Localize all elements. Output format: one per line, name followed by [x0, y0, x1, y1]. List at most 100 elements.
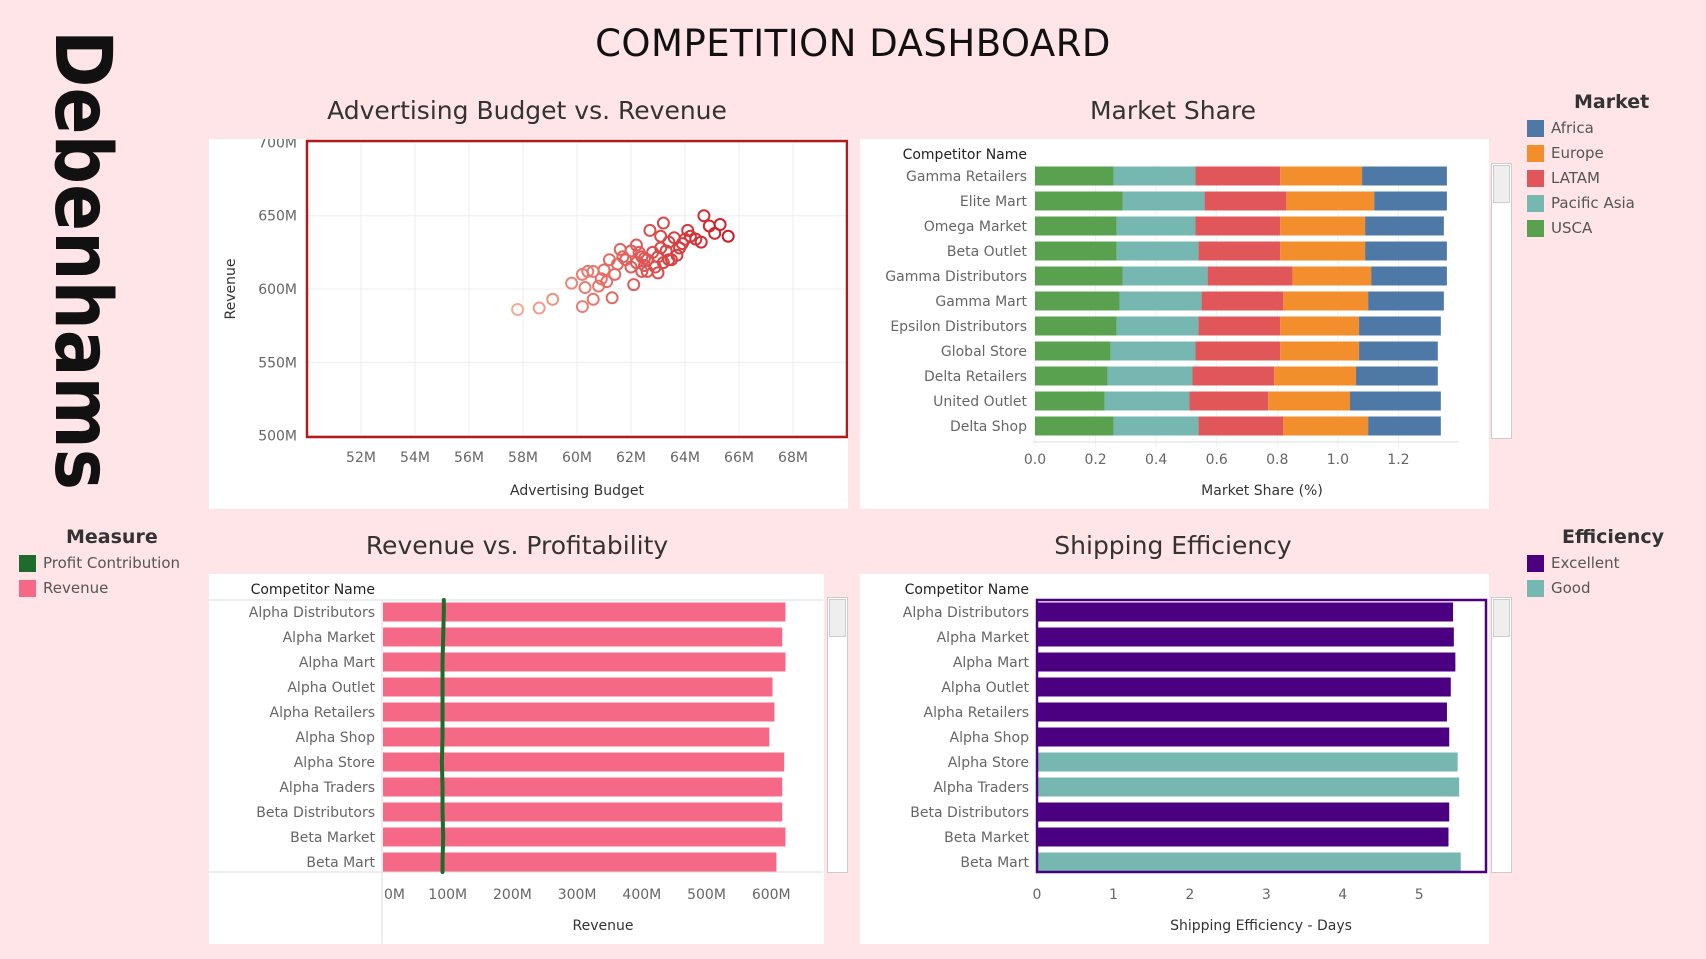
- shipping-bar-excellent: [1038, 702, 1447, 722]
- plot-area-selection: [1035, 598, 1488, 874]
- bar-segment-latam: [1198, 416, 1284, 436]
- shipping-chart[interactable]: Competitor Name Alpha Distributors Alpha M…: [860, 574, 1489, 944]
- debenhams-logo: Debenhams: [37, 30, 127, 490]
- market-legend-item-usca[interactable]: USCA: [1527, 219, 1592, 237]
- scatter-point: [586, 292, 600, 306]
- x-tick-label: 500M: [687, 887, 726, 903]
- market-legend-item-europe[interactable]: Europe: [1527, 144, 1604, 162]
- scatter-point: [662, 253, 676, 267]
- revenue-profit-chart[interactable]: Competitor Name Alpha Distributors Alpha M…: [209, 574, 824, 944]
- scatter-point: [643, 223, 657, 237]
- legend-swatch: [1527, 170, 1544, 187]
- legend-label: Good: [1551, 579, 1591, 597]
- scatter-point: [632, 245, 646, 259]
- bar-segment-usca: [1035, 216, 1117, 236]
- scatter-point: [713, 218, 727, 232]
- x-tick-label: 600M: [752, 887, 791, 903]
- x-tick-label: 1.0: [1327, 452, 1349, 468]
- legend-label: USCA: [1551, 219, 1593, 237]
- x-tick-label: 1.2: [1387, 452, 1409, 468]
- scatter-grid: [307, 141, 847, 437]
- shipping-scrollbar[interactable]: [1491, 597, 1512, 873]
- measure-legend-item-revenue[interactable]: Revenue: [19, 579, 108, 597]
- scatter-point: [694, 235, 708, 249]
- category-label: Alpha Mart: [299, 655, 376, 671]
- revenue-bar: [383, 627, 783, 647]
- x-tick-label: 58M: [508, 450, 538, 466]
- revenue-bar: [383, 727, 770, 747]
- revenue-profit-title: Revenue vs. Profitability: [365, 531, 669, 560]
- x-tick-label: 0: [1033, 887, 1042, 903]
- bar-segment-europe: [1280, 316, 1360, 336]
- bar-segment-latam: [1204, 191, 1287, 211]
- category-label: Alpha Traders: [279, 780, 375, 796]
- bar-segment-usca: [1035, 416, 1114, 436]
- shipping-bar-good: [1038, 852, 1461, 872]
- legend-label: Pacific Asia: [1551, 194, 1635, 212]
- legend-swatch: [1527, 195, 1544, 212]
- profit-contribution-line: [439, 598, 446, 874]
- category-label: Alpha Distributors: [249, 605, 375, 621]
- revenue-profit-scrollbar[interactable]: [827, 597, 848, 873]
- scatter-point: [697, 209, 711, 223]
- scatter-point: [616, 250, 630, 264]
- shipping-bar-excellent: [1038, 827, 1449, 847]
- category-label: Alpha Retailers: [270, 705, 375, 721]
- market-legend-item-latam[interactable]: LATAM: [1527, 169, 1600, 187]
- efficiency-legend-item-excellent[interactable]: Excellent: [1527, 554, 1620, 572]
- scatter-point: [613, 242, 627, 256]
- shipping-bar-excellent: [1038, 727, 1450, 747]
- category-label: Delta Shop: [950, 419, 1027, 435]
- legend-swatch: [1527, 120, 1544, 137]
- scatter-point: [675, 237, 689, 251]
- market-share-scroll-thumb[interactable]: [1493, 165, 1510, 203]
- category-label: Alpha Shop: [296, 730, 376, 746]
- category-label: Alpha Shop: [950, 730, 1030, 746]
- shipping-bar-excellent: [1038, 602, 1454, 622]
- market-share-title: Market Share: [1089, 96, 1257, 125]
- x-tick-label: 0M: [384, 887, 405, 903]
- bar-segment-africa: [1362, 166, 1447, 186]
- scatter-point: [565, 276, 579, 290]
- revenue-profit-scroll-thumb[interactable]: [829, 599, 846, 637]
- scatter-point: [721, 229, 735, 243]
- efficiency-legend-item-good[interactable]: Good: [1527, 579, 1591, 597]
- bar-segment-pacific-asia: [1122, 191, 1205, 211]
- bar-segment-europe: [1286, 191, 1375, 211]
- ad-revenue-scatter[interactable]: 52M 54M 56M 58M 60M 62M 64M 66M 68M 500M 550M 600M 6…: [209, 135, 849, 509]
- legend-swatch: [1527, 555, 1544, 572]
- market-share-chart[interactable]: Competitor Name Gamma Retailers Elite Mart…: [860, 139, 1489, 509]
- legend-label: LATAM: [1551, 169, 1600, 187]
- y-tick-label: 500M: [258, 429, 297, 445]
- x-tick-label: 52M: [346, 450, 376, 466]
- scatter-point: [581, 264, 595, 278]
- bar-segment-africa: [1359, 341, 1438, 361]
- bar-segment-pacific-asia: [1116, 316, 1199, 336]
- category-label: Alpha Outlet: [941, 680, 1029, 696]
- bar-segment-latam: [1195, 166, 1281, 186]
- bar-segment-africa: [1368, 291, 1444, 311]
- x-tick-label: 2: [1185, 887, 1194, 903]
- shipping-title: Shipping Efficiency: [1054, 531, 1292, 560]
- category-label: Beta Distributors: [910, 805, 1029, 821]
- market-legend-item-africa[interactable]: Africa: [1527, 119, 1594, 137]
- category-header: Competitor Name: [905, 582, 1029, 598]
- bar-segment-europe: [1280, 341, 1360, 361]
- measure-legend-item-profit-contribution[interactable]: Profit Contribution: [19, 554, 180, 572]
- x-tick-label: 100M: [428, 887, 467, 903]
- bar-segment-europe: [1280, 166, 1363, 186]
- bar-segment-europe: [1292, 266, 1372, 286]
- market-legend-item-pacific-asia[interactable]: Pacific Asia: [1527, 194, 1635, 212]
- legend-label: Europe: [1551, 144, 1604, 162]
- shipping-scroll-thumb[interactable]: [1493, 599, 1510, 637]
- category-label: Alpha Outlet: [287, 680, 375, 696]
- shipping-bar-excellent: [1038, 627, 1454, 647]
- legend-label: Revenue: [43, 579, 109, 597]
- bar-segment-pacific-asia: [1113, 416, 1199, 436]
- revenue-bar: [383, 652, 786, 672]
- market-share-scrollbar[interactable]: [1491, 163, 1512, 439]
- bar-segment-europe: [1283, 291, 1369, 311]
- market-legend-title: Market: [1574, 91, 1650, 113]
- shipping-bar-good: [1038, 777, 1460, 797]
- bar-segment-africa: [1349, 391, 1441, 411]
